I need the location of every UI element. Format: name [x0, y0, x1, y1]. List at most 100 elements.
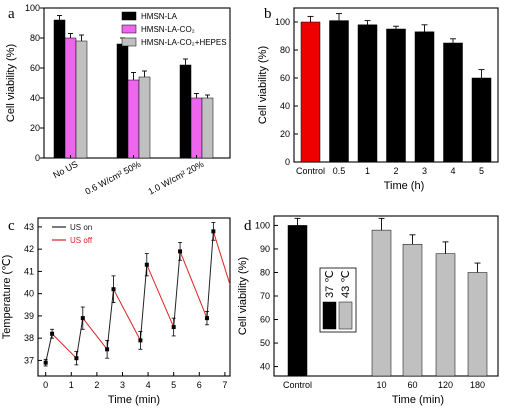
y-tick-label: 100 [255, 220, 270, 230]
x-tick-label: 60 [407, 380, 417, 390]
panel-label-b: b [264, 6, 272, 22]
x-tick-label: 0 [43, 380, 48, 390]
x-tick-label: 180 [470, 380, 485, 390]
bar [435, 253, 456, 377]
y-tick-label: 40 [280, 101, 290, 111]
data-point [144, 262, 149, 267]
legend-label: US off [70, 236, 93, 245]
line-segment-us-on [206, 231, 214, 319]
bar [443, 42, 463, 163]
line-segment-us-on [139, 264, 148, 341]
legend-label: US on [70, 223, 92, 232]
bar [300, 21, 321, 163]
x-tick-label: No US [51, 159, 79, 180]
y-tick-label: 0 [285, 157, 290, 167]
line-segment-us-on [106, 289, 115, 350]
y-tick-label: 20 [280, 129, 290, 139]
y-tick-label: 60 [280, 73, 290, 83]
data-point [43, 360, 48, 365]
bar-hmsn-la-co-hepes [201, 97, 214, 159]
x-tick-label: 4 [146, 380, 151, 390]
data-point [204, 316, 209, 321]
x-tick-label: 120 [438, 380, 453, 390]
y-tick-label: 60 [260, 315, 270, 325]
bar [402, 243, 423, 377]
line-segment-us-off [179, 251, 208, 319]
x-axis-label: Time (h) [384, 180, 425, 192]
bar [414, 31, 435, 163]
line-segment-us-off [82, 317, 108, 350]
bar-hmsn-la [53, 19, 66, 159]
x-tick-label: 6 [197, 380, 202, 390]
x-tick-label: Control [296, 166, 325, 176]
bar-hmsn-la [116, 43, 129, 159]
bar [471, 77, 492, 163]
y-axis-label: Cell viability (%) [237, 257, 249, 335]
line-segment-us-off [113, 288, 141, 341]
legend-label: HMSN-LA-CO₂+HEPES [141, 38, 227, 47]
y-tick-label: 43 [24, 222, 34, 232]
x-tick-label: 1.0 W/cm² 20% [146, 159, 205, 197]
panel-label-a: a [8, 6, 15, 22]
x-tick-label: 10 [376, 380, 386, 390]
y-tick-label: 40 [30, 93, 40, 103]
y-tick-label: 0 [35, 153, 40, 163]
line-segment-us-off [51, 333, 77, 359]
x-axis-label: Time (min) [392, 394, 444, 406]
y-tick-label: 42 [24, 244, 34, 254]
y-tick-label: 60 [30, 63, 40, 73]
panel-label-d: d [244, 218, 252, 234]
panel-d: 40 50 60 70 80 90 100 Cell viability (%) d Contro… [237, 215, 499, 406]
y-tick-label: 50 [260, 338, 270, 348]
x-tick-label: 0.5 [333, 166, 346, 176]
line-segment-us-off [146, 264, 175, 328]
data-point [74, 356, 79, 361]
data-point [105, 347, 110, 352]
panel-b: 0 20 40 60 80 100 Cell viability (%) b Control 0.… [257, 6, 499, 192]
y-axis-label: Cell viability (%) [5, 44, 17, 122]
y-tick-label: 80 [260, 267, 270, 277]
legend-swatch [121, 37, 137, 47]
x-tick-label: 2 [393, 166, 398, 176]
data-point [178, 249, 183, 254]
panel-c: 37 38 39 40 41 42 43 Temperature (℃) c 0 1 2 3 4 5 6 7 Ti… [1, 217, 231, 406]
bar-hmsn-la [179, 64, 192, 159]
bar [386, 28, 406, 163]
bar [329, 20, 349, 163]
x-axis-label: Time (min) [108, 394, 160, 406]
legend-swatch [338, 301, 353, 330]
x-tick-label: 0.6 W/cm² 50% [83, 159, 142, 197]
y-tick-label: 40 [24, 289, 34, 299]
legend-label: HMSN-LA [141, 12, 178, 21]
data-point [171, 325, 176, 330]
x-tick-label: 2 [94, 380, 99, 390]
bar [371, 229, 392, 377]
bar-hmsn-la-co-hepes [138, 76, 151, 159]
data-point [80, 316, 85, 321]
y-tick-label: 20 [30, 123, 40, 133]
y-tick-label: 100 [275, 17, 290, 27]
bar-hmsn-la-co- [190, 97, 203, 159]
legend-swatch [322, 301, 337, 330]
y-tick-label: 90 [260, 244, 270, 254]
y-tick-label: 39 [24, 311, 34, 321]
data-point [138, 338, 143, 343]
y-tick-label: 37 [24, 355, 34, 365]
legend-label: 37 ℃ [324, 270, 336, 298]
panel-a: 0 20 40 60 80 100 Cell viability (%) a No US 0.6 … [5, 3, 231, 197]
bar-hmsn-la-co- [64, 37, 77, 159]
plot-frame [37, 217, 231, 377]
y-tick-label: 80 [280, 45, 290, 55]
x-tick-label: 7 [222, 380, 227, 390]
x-tick-label: 1 [69, 380, 74, 390]
x-tick-label: 3 [422, 166, 427, 176]
bar-hmsn-la-co- [127, 79, 140, 159]
legend-swatch [121, 11, 137, 21]
y-tick-label: 38 [24, 333, 34, 343]
x-tick-label: 1 [365, 166, 370, 176]
y-axis-label: Cell viability (%) [257, 46, 269, 124]
x-tick-label: 4 [450, 166, 455, 176]
data-point [211, 229, 216, 234]
x-tick-label: Control [283, 380, 312, 390]
